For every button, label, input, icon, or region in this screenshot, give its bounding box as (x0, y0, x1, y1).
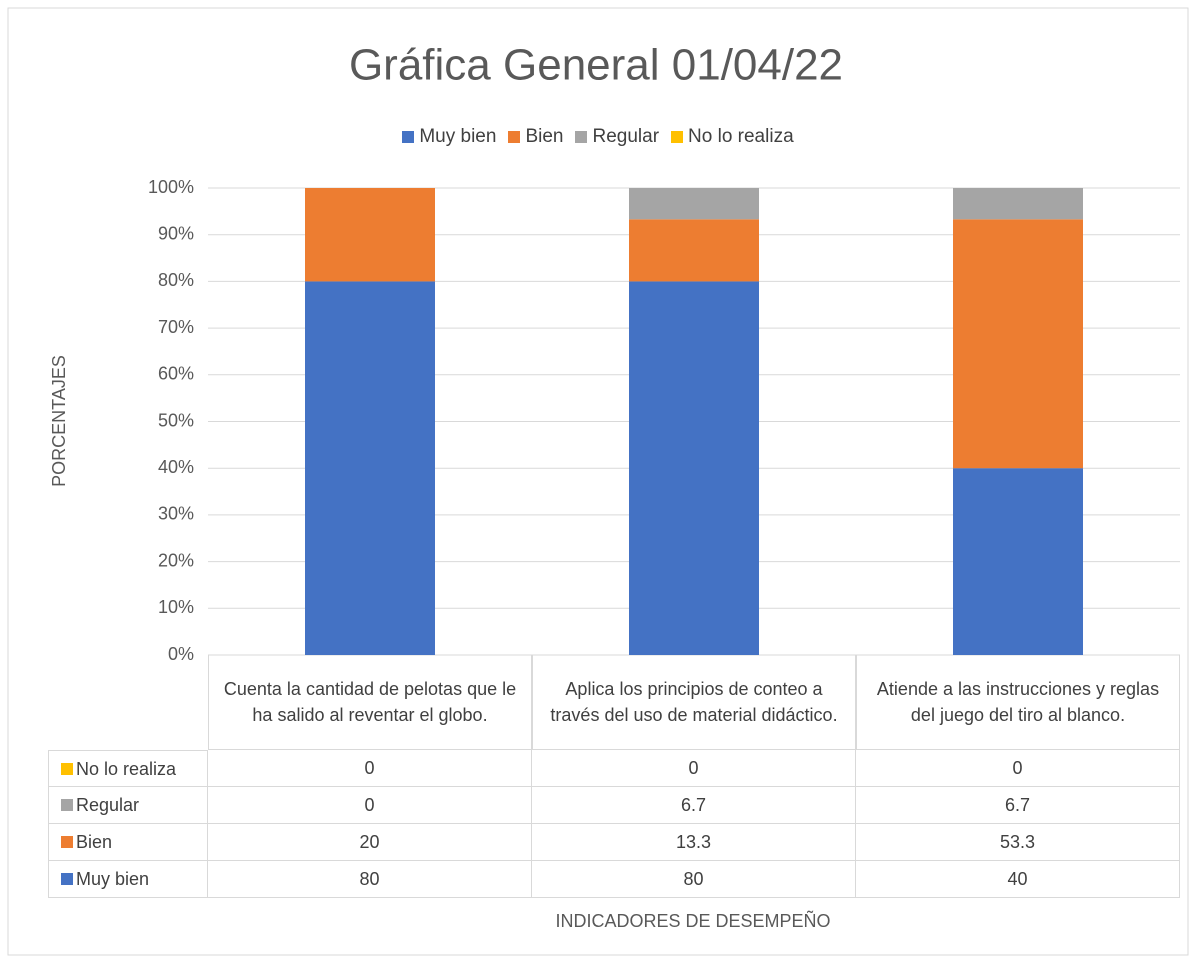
row-label: Muy bien (76, 869, 150, 889)
y-tick-label: 30% (158, 504, 194, 524)
y-tick-label: 60% (158, 364, 194, 384)
y-tick-label: 50% (158, 410, 194, 430)
table-cell: 20 (208, 824, 532, 861)
y-tick-label: 10% (158, 597, 194, 617)
legend-label: Bien (525, 126, 564, 147)
category-label: Aplica los principios de conteo a través… (532, 655, 856, 750)
chart-title: Gráfica General 01/04/22 (349, 41, 843, 90)
table-row-header: Bien (48, 824, 208, 861)
table-cell: 0 (856, 750, 1180, 787)
legend-swatch (402, 131, 415, 143)
row-label: No lo realiza (76, 758, 177, 779)
bar-segment (305, 281, 435, 655)
table-cell: 80 (532, 861, 856, 898)
bar-segment (629, 281, 759, 655)
legend: Muy bien Bien Regular No lo realiza (0, 124, 1196, 150)
y-tick-label: 40% (158, 457, 194, 477)
y-axis-label: PORCENTAJES (49, 355, 69, 487)
table-cell: 53.3 (856, 824, 1180, 861)
table-cell: 6.7 (532, 787, 856, 824)
y-tick-label: 90% (158, 223, 194, 243)
category-label: Atiende a las instrucciones y reglas del… (856, 655, 1180, 750)
row-label: Bien (76, 832, 113, 852)
legend-item: Muy bien (402, 124, 496, 150)
bar-segment (629, 219, 759, 282)
table-cell: 6.7 (856, 787, 1180, 824)
legend-swatch (575, 131, 588, 143)
legend-item: Regular (575, 124, 659, 150)
y-tick-label: 20% (158, 550, 194, 570)
x-axis-label: INDICADORES DE DESEMPEÑO (555, 910, 830, 931)
legend-label: No lo realiza (688, 126, 794, 147)
table-row-header: No lo realiza (48, 750, 208, 787)
legend-swatch (61, 873, 73, 885)
table-cell: 80 (208, 861, 532, 898)
legend-swatch (508, 131, 521, 143)
y-tick-label: 0% (168, 644, 194, 664)
legend-label: Muy bien (419, 126, 497, 147)
bar-segment (305, 188, 435, 282)
y-tick-label: 70% (158, 317, 194, 337)
table-cell: 0 (208, 787, 532, 824)
category-label: Cuenta la cantidad de pelotas que le ha … (208, 655, 532, 750)
legend-swatch (61, 762, 73, 775)
bar-segment (953, 219, 1083, 469)
bar-segment (953, 188, 1083, 220)
legend-swatch (61, 799, 73, 811)
legend-swatch (671, 131, 684, 143)
table-row-header: Muy bien (48, 861, 208, 898)
bar-segment (953, 468, 1083, 655)
legend-item: Bien (508, 124, 563, 150)
row-label: Regular (76, 795, 140, 815)
legend-label: Regular (592, 126, 660, 147)
y-tick-label: 100% (148, 177, 194, 197)
table-row-header: Regular (48, 787, 208, 824)
legend-swatch (61, 836, 73, 848)
table-cell: 0 (208, 750, 532, 787)
table-cell: 0 (532, 750, 856, 787)
bar-segment (629, 188, 759, 220)
table-cell: 40 (856, 861, 1180, 898)
y-tick-label: 80% (158, 270, 194, 290)
table-cell: 13.3 (532, 824, 856, 861)
legend-item: No lo realiza (671, 124, 794, 150)
